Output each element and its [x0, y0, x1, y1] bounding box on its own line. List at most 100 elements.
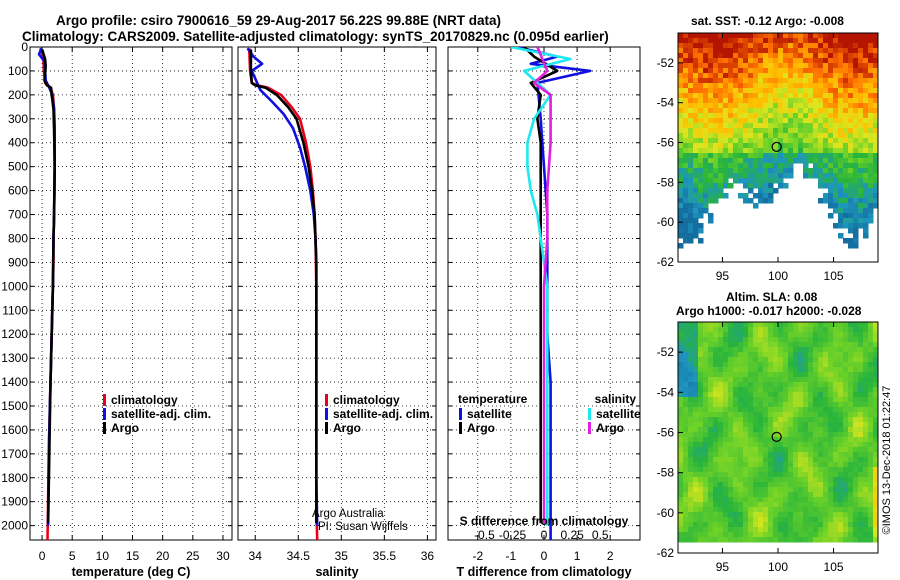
map-cell: [818, 502, 824, 508]
map-cell: [733, 48, 739, 54]
map-cell: [853, 58, 859, 64]
map-cell: [818, 477, 824, 483]
map-cell: [823, 422, 829, 428]
map-cell: [688, 233, 694, 239]
map-cell: [683, 38, 689, 44]
map-cell: [773, 367, 779, 373]
map-cell: [743, 63, 749, 69]
map-cell: [848, 68, 854, 74]
map-cell: [783, 472, 789, 478]
map-cell: [863, 352, 869, 358]
map-cell: [833, 123, 839, 129]
map-cell: [688, 198, 694, 204]
map-cell: [813, 462, 819, 468]
map-cell: [843, 128, 849, 134]
map-cell: [763, 158, 769, 164]
map-cell: [728, 432, 734, 438]
map-cell: [698, 163, 704, 169]
map-cell: [743, 357, 749, 363]
map-cell: [848, 487, 854, 493]
map-cell: [833, 397, 839, 403]
map-cell: [873, 332, 879, 338]
map-cell: [768, 73, 774, 79]
map-cell: [708, 83, 714, 89]
map-cell: [778, 63, 784, 69]
map-cell: [818, 128, 824, 134]
map-cell: [813, 38, 819, 44]
map-cell: [718, 337, 724, 343]
map-cell: [858, 123, 864, 129]
map-cell: [713, 327, 719, 333]
map-cell: [803, 53, 809, 59]
map-cell: [783, 163, 789, 169]
map-cell: [828, 148, 834, 154]
map-cell: [703, 457, 709, 463]
map-cell: [708, 322, 714, 328]
map-cell: [793, 332, 799, 338]
map-cell: [753, 517, 759, 523]
map-cell: [708, 68, 714, 74]
map-cell: [753, 203, 759, 209]
map-cell: [678, 83, 684, 89]
map-cell: [843, 417, 849, 423]
map-cell: [748, 73, 754, 79]
map-cell: [853, 118, 859, 124]
map-cell: [843, 208, 849, 214]
map-cell: [778, 492, 784, 498]
map-cell: [718, 128, 724, 134]
map-cell: [828, 517, 834, 523]
legend-swatch: [103, 394, 106, 406]
map-cell: [808, 148, 814, 154]
map-cell: [823, 48, 829, 54]
map-cell: [788, 118, 794, 124]
map-cell: [678, 367, 684, 373]
map-cell: [838, 63, 844, 69]
map-cell: [793, 427, 799, 433]
map-cell: [723, 502, 729, 508]
map-cell: [753, 183, 759, 189]
map-cell: [693, 113, 699, 119]
map-cell: [678, 228, 684, 234]
map-cell: [748, 537, 754, 543]
map-cell: [698, 447, 704, 453]
map-cell: [708, 402, 714, 408]
map-cell: [858, 527, 864, 533]
map-cell: [713, 392, 719, 398]
map-cell: [853, 432, 859, 438]
map-cell: [868, 517, 874, 523]
map-cell: [863, 437, 869, 443]
map-cell: [808, 93, 814, 99]
map-cell: [728, 73, 734, 79]
map-cell: [843, 93, 849, 99]
map-cell: [823, 183, 829, 189]
map-cell: [743, 133, 749, 139]
map-cell: [693, 357, 699, 363]
map-cell: [833, 367, 839, 373]
map-cell: [733, 377, 739, 383]
map-cell: [818, 407, 824, 413]
map-cell: [808, 113, 814, 119]
map-cell: [853, 38, 859, 44]
map-cell: [713, 188, 719, 194]
map-cell: [818, 138, 824, 144]
map-cell: [858, 432, 864, 438]
map-cell: [868, 188, 874, 194]
map-cell: [708, 73, 714, 79]
map-cell: [863, 522, 869, 528]
map-cell: [863, 427, 869, 433]
map-cell: [848, 532, 854, 538]
map-cell: [798, 108, 804, 114]
map-cell: [743, 193, 749, 199]
map-cell: [733, 123, 739, 129]
map-cell: [823, 352, 829, 358]
map-cell: [698, 93, 704, 99]
map-cell: [853, 327, 859, 333]
map-cell: [798, 367, 804, 373]
map-cell: [843, 178, 849, 184]
map-cell: [693, 522, 699, 528]
map-cell: [723, 337, 729, 343]
map-cell: [683, 387, 689, 393]
y-tick-label: 1900: [1, 495, 28, 509]
map-cell: [858, 417, 864, 423]
map-cell: [733, 382, 739, 388]
